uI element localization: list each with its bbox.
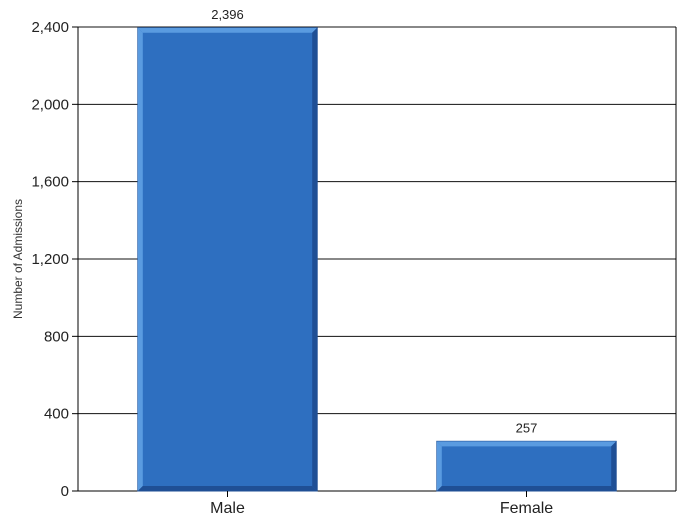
y-tick-labels: 0 400 800 1,200 1,600 2,000 2,400 (31, 19, 78, 500)
x-tick-label: Male (210, 500, 245, 517)
bar-body (138, 28, 317, 491)
bar-bevel-top (138, 28, 317, 33)
bar-bevel-right (611, 441, 616, 491)
y-tick-label: 400 (44, 406, 69, 423)
data-label: 2,396 (211, 7, 244, 22)
bar-bevel-left (437, 441, 442, 491)
x-tick-labels: Male Female (210, 491, 553, 517)
y-tick-label: 0 (61, 483, 69, 500)
bar-bevel-top (437, 441, 616, 446)
x-tick-label: Female (500, 500, 553, 517)
bar-bevel-bottom (437, 486, 616, 491)
bar-bevel-left (138, 28, 143, 491)
y-tick-label: 1,600 (31, 174, 69, 191)
y-tick-label: 2,400 (31, 19, 69, 36)
y-tick-label: 1,200 (31, 251, 69, 268)
y-tick-label: 800 (44, 328, 69, 345)
bar-male (138, 28, 317, 491)
y-axis-title: Number of Admissions (11, 199, 25, 319)
y-tick-label: 2,000 (31, 96, 69, 113)
bar-bevel-right (312, 28, 317, 491)
bar-female (437, 441, 616, 491)
data-label: 257 (516, 420, 538, 435)
bar-body (437, 441, 616, 491)
bar-bevel-bottom (138, 486, 317, 491)
